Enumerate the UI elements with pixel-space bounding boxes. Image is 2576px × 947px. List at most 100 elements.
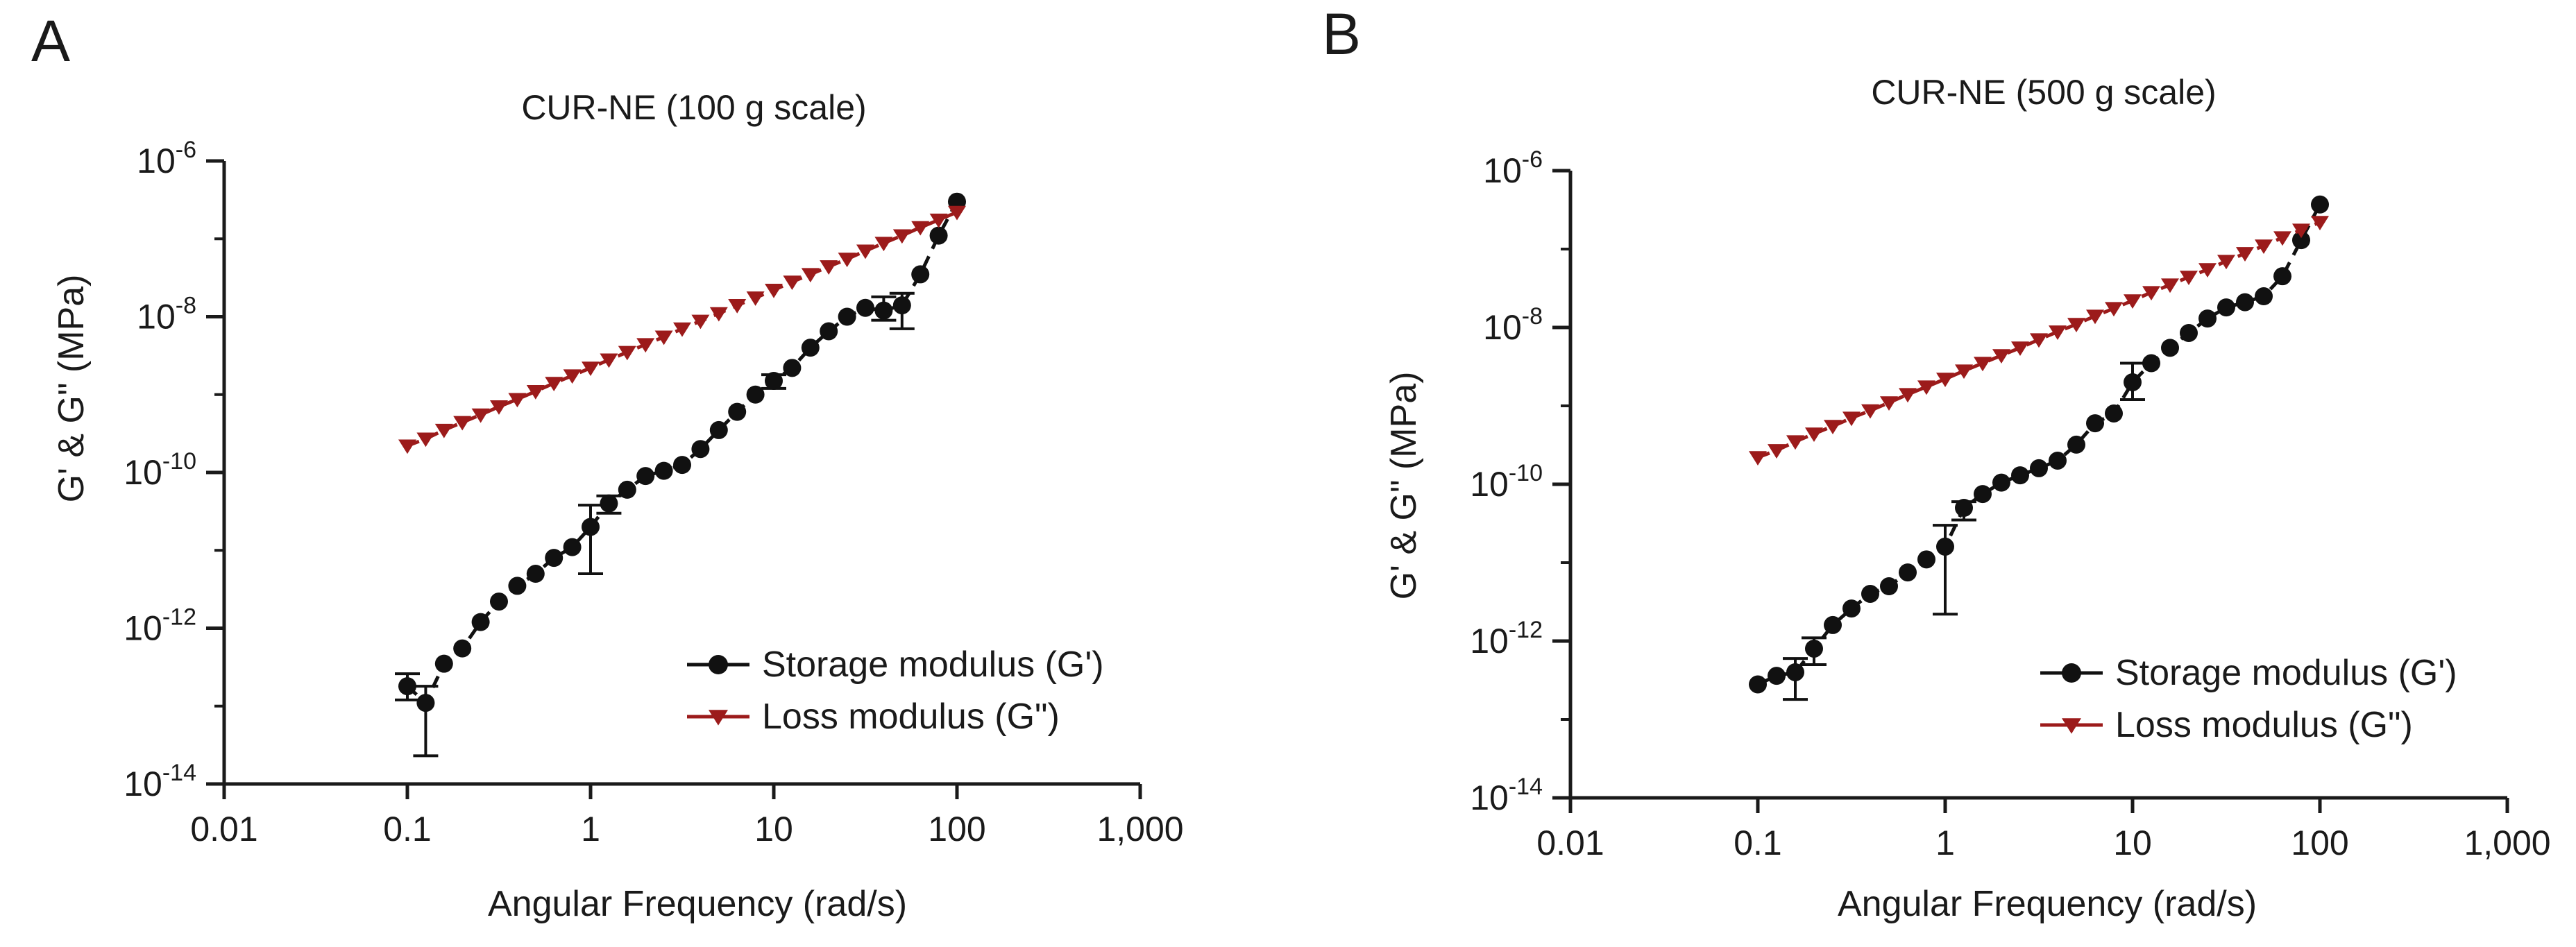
data-point-loss-a [672,322,691,337]
data-point-storage-a [929,226,948,245]
data-point-loss-a [453,416,472,431]
data-point-storage-a [856,298,874,317]
data-point-storage-b [1768,667,1786,685]
legend-label-loss-b: Loss modulus (G") [2115,705,2413,745]
chart-title-b: CUR-NE (500 g scale) [1871,73,2216,112]
x-tick-label-a: 10 [754,810,793,848]
data-point-storage-a [471,613,490,631]
data-point-storage-b [1861,584,1879,603]
data-point-storage-a [838,307,856,326]
legend-marker-storage-b [2062,663,2081,683]
data-point-loss-b [1749,451,1767,466]
x-tick-label-b: 10 [2113,824,2152,862]
data-point-loss-b [1992,349,2010,364]
data-point-storage-a [654,461,673,480]
y-axis-label-a: G' & G" (MPa) [51,275,92,503]
series-line-a [406,201,959,706]
data-point-storage-b [2011,466,2030,485]
data-point-loss-a [948,205,966,221]
x-tick-label-b: 100 [2291,824,2348,862]
y-tick-label-b: 10-12 [1470,617,1543,660]
data-point-storage-a [416,694,435,713]
data-point-storage-b [1804,639,1823,658]
series-storage-a [395,192,966,758]
data-point-storage-b [2217,298,2235,317]
legend-marker-loss-a [709,710,728,726]
data-point-loss-a [416,432,435,447]
series-loss-b [1749,216,2329,466]
data-point-storage-a [563,538,582,556]
legend-label-storage-b: Storage modulus (G') [2115,653,2457,693]
data-point-storage-a [746,385,765,404]
data-point-storage-a [508,577,527,595]
data-point-loss-a [783,275,802,291]
data-point-loss-a [618,345,636,361]
x-tick-label-a: 0.01 [190,810,257,848]
data-point-loss-b [2142,286,2161,301]
chart-title-a: CUR-NE (100 g scale) [521,88,866,127]
data-point-storage-b [2235,293,2254,312]
data-point-storage-a [911,265,930,284]
data-point-loss-a [398,439,416,454]
y-tick-label-a: 10-8 [137,293,196,336]
data-point-storage-a [618,480,636,499]
data-point-loss-a [691,314,710,330]
data-point-loss-b [2217,255,2235,270]
data-point-loss-a [856,244,874,259]
x-tick-label-b: 0.01 [1536,824,1604,862]
data-point-loss-a [765,283,783,298]
data-point-loss-b [1936,373,1954,388]
x-tick-label-a: 100 [928,810,985,848]
data-point-storage-a [526,565,545,583]
data-point-storage-b [2048,451,2067,470]
data-point-loss-a [545,377,564,392]
data-point-loss-b [1804,427,1823,442]
data-point-storage-b [1749,675,1767,694]
series-storage-b [1749,195,2329,701]
data-point-storage-a [545,549,564,568]
data-point-loss-b [2048,325,2067,340]
data-point-storage-b [1917,550,1935,569]
data-point-loss-b [1842,411,1861,427]
data-point-storage-b [2161,339,2180,357]
data-point-loss-b [2161,278,2180,293]
data-point-storage-b [2273,267,2292,286]
data-point-storage-a [765,371,783,390]
data-point-loss-b [2029,333,2048,348]
data-point-storage-a [489,592,508,611]
x-tick-label-b: 1 [1935,824,1955,862]
data-point-storage-b [1842,599,1861,618]
data-point-loss-a [709,307,728,322]
data-point-loss-a [471,408,490,423]
data-point-storage-a [801,339,820,357]
data-point-loss-b [2179,271,2198,285]
data-point-storage-a [672,456,691,475]
data-point-loss-b [1955,364,1974,379]
data-point-storage-b [2142,354,2161,373]
data-point-loss-a [508,393,527,408]
data-point-storage-a [434,654,453,673]
data-point-storage-b [2067,435,2086,454]
data-point-loss-a [526,385,545,400]
data-point-loss-a [563,369,582,384]
data-point-storage-b [1786,663,1805,681]
panel-letter-a: A [31,8,70,74]
data-point-loss-b [1768,444,1786,459]
data-point-loss-b [2086,309,2105,325]
axes-b: 0.01 0.1 1 10 100 1,000 10-6 10-8 10-10 10-12 10-1… [1470,146,2550,862]
data-point-storage-b [1974,485,1992,504]
data-point-storage-a [874,301,893,320]
legend-label-loss-a: Loss modulus (G") [762,697,1060,737]
data-point-loss-b [1786,435,1805,450]
series-loss-a [398,205,966,454]
legend-a: Storage modulus (G') Loss modulus (G") [687,645,1104,737]
data-point-loss-b [1824,420,1842,435]
axes-a: 0.01 0.1 1 10 100 1,000 10-6 10-8 10-10 10-12 10-1… [124,137,1183,848]
data-point-storage-a [820,322,838,341]
data-point-storage-b [1992,473,2010,492]
data-point-storage-b [2086,414,2105,433]
data-point-loss-b [2255,239,2273,255]
data-point-loss-b [2067,318,2086,333]
x-tick-label-b: 1,000 [2464,824,2550,862]
